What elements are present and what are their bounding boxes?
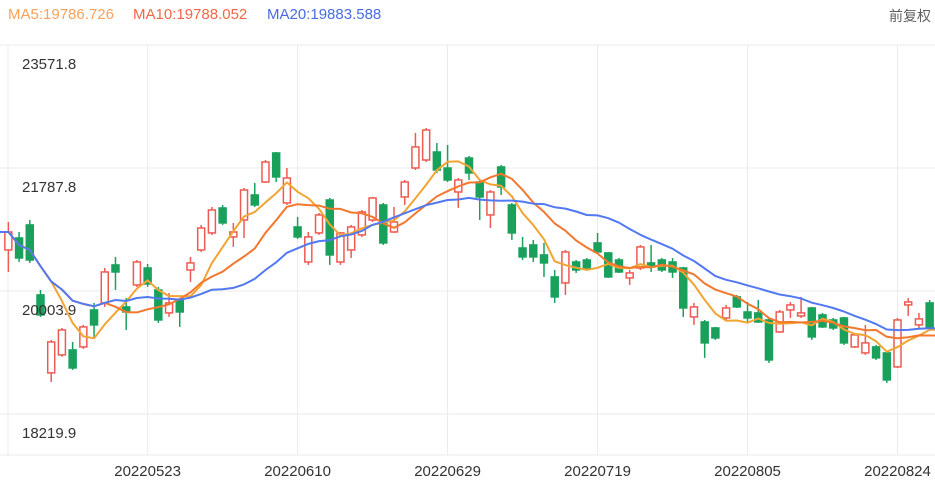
x-axis-tick-label: 20220629	[414, 463, 481, 480]
candle-body-up	[196, 227, 206, 251]
candle-body-up	[132, 261, 142, 286]
ma20-line	[0, 196, 935, 332]
candle-body-down	[475, 181, 484, 198]
y-axis-tick-label: 18219.9	[22, 425, 76, 442]
candle-body-down	[293, 226, 302, 238]
candle-body-up	[314, 214, 324, 234]
x-axis-tick-label: 20220523	[114, 463, 181, 480]
candle-body-up	[336, 232, 345, 263]
candle-body-up	[689, 306, 699, 318]
candle-body-down	[443, 167, 452, 181]
candle-body-down	[743, 311, 752, 319]
x-axis-tick-label: 20220824	[864, 463, 931, 480]
candle-body-down	[250, 194, 259, 206]
candle-body-down	[175, 299, 185, 313]
candle-body-up	[239, 189, 249, 221]
ma20-legend-label: MA20:19883.588	[267, 6, 382, 23]
candle-body-up	[368, 197, 377, 221]
candle-body-down	[518, 247, 527, 258]
candle-body-down	[218, 207, 227, 224]
candle-body-down	[539, 254, 549, 264]
price-adjustment-mode-button[interactable]: 前复权	[889, 8, 931, 24]
candle-body-up	[57, 329, 67, 356]
candle-body-up	[100, 271, 110, 304]
candle-body-down	[711, 327, 720, 339]
candle-body-down	[154, 289, 163, 321]
x-axis-tick-label: 20220805	[714, 463, 781, 480]
candle-body-down	[89, 309, 99, 326]
candle-body-down	[271, 152, 281, 178]
candle-body-up	[411, 146, 420, 169]
candle-body-down	[143, 267, 152, 285]
y-axis-tick-label: 21787.8	[22, 179, 76, 196]
ma5-line	[0, 160, 935, 353]
candle-body-up	[164, 302, 174, 314]
candle-body-up	[914, 318, 924, 326]
candle-body-up	[207, 209, 217, 234]
candle-body-up	[400, 181, 409, 198]
candle-body-down	[496, 166, 506, 188]
y-axis-tick-label: 23571.8	[22, 56, 76, 73]
candle-body-up	[796, 312, 806, 317]
candle-body-up	[46, 341, 56, 374]
candle-body-up	[893, 319, 902, 368]
candle-body-up	[357, 211, 367, 236]
candle-body-down	[753, 312, 763, 323]
candle-body-down	[882, 352, 892, 381]
candle-body-up	[561, 251, 570, 284]
candle-body-down	[764, 319, 774, 361]
candle-body-up	[486, 191, 495, 216]
candle-body-down	[582, 259, 592, 269]
candle-body-down	[871, 346, 881, 359]
candle-body-up	[304, 236, 313, 263]
candle-body-up	[861, 342, 870, 354]
candle-body-down	[593, 242, 602, 253]
ma10-line	[0, 172, 935, 340]
candle-body-down	[507, 204, 517, 234]
candle-body-down	[36, 294, 45, 316]
x-axis-tick-label: 20220719	[564, 463, 631, 480]
candle-body-up	[282, 177, 292, 204]
candle-body-up	[786, 304, 795, 311]
candle-body-down	[529, 244, 538, 258]
candle-body-down	[925, 302, 934, 329]
candle-body-up	[421, 129, 431, 161]
ma5-legend-label: MA5:19786.726	[8, 6, 114, 23]
candle-body-down	[25, 224, 35, 261]
candle-body-up	[186, 262, 195, 271]
candle-body-up	[850, 334, 859, 348]
candle-body-down	[111, 264, 120, 273]
candle-body-down	[550, 276, 559, 298]
ma10-legend-label: MA10:19788.052	[133, 6, 248, 23]
candle-body-down	[14, 237, 24, 259]
candle-body-down	[679, 267, 688, 309]
candle-body-down	[68, 349, 77, 369]
x-axis-tick-label: 20220610	[264, 463, 331, 480]
candle-body-up	[625, 272, 634, 279]
candle-body-up	[346, 226, 356, 251]
y-axis-tick-label: 20003.9	[22, 302, 76, 319]
candle-body-up	[721, 307, 731, 319]
chart-header: MA5:19786.726 MA10:19788.052 MA20:19883.…	[0, 0, 935, 30]
candle-body-up	[261, 161, 270, 183]
candle-body-down	[700, 321, 709, 344]
candle-body-up	[903, 301, 913, 306]
